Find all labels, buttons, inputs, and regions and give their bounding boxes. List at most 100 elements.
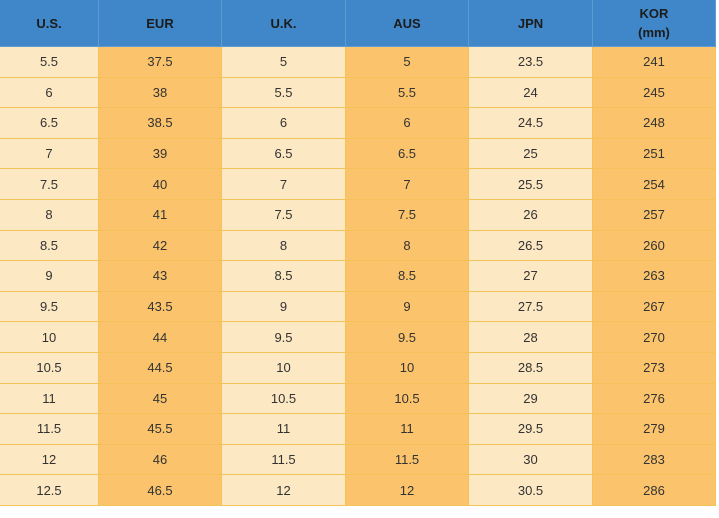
column-header: U.K. (222, 0, 346, 47)
table-cell: 7 (0, 138, 99, 170)
table-cell: 6.5 (346, 138, 469, 170)
table-cell: 8.5 (0, 230, 99, 262)
table-cell: 38.5 (99, 108, 222, 139)
table-cell: 11 (346, 414, 469, 445)
table-cell: 273 (593, 352, 716, 384)
table-cell: 263 (593, 261, 716, 292)
column-header: EUR (99, 0, 222, 47)
table-cell: 24 (469, 77, 593, 109)
table-cell: 254 (593, 169, 716, 200)
table-cell: 7.5 (0, 169, 99, 200)
table-cell: 29.5 (469, 414, 593, 445)
table-cell: 46 (99, 444, 222, 476)
table-cell: 38 (99, 77, 222, 109)
table-cell: 44.5 (99, 352, 222, 384)
table-cell: 12 (0, 444, 99, 476)
header-text: JPN (517, 15, 544, 31)
table-cell: 10.5 (222, 383, 346, 415)
table-cell: 23.5 (469, 47, 593, 78)
table-cell: 251 (593, 138, 716, 170)
table-cell: 241 (593, 47, 716, 78)
header-text: (mm) (638, 25, 670, 40)
header-text: U.S. (36, 15, 62, 31)
table-cell: 28 (469, 322, 593, 353)
table-cell: 43.5 (99, 291, 222, 323)
table-cell: 27 (469, 261, 593, 292)
table-cell: 37.5 (99, 47, 222, 78)
table-cell: 248 (593, 108, 716, 139)
table-cell: 41 (99, 199, 222, 231)
table-cell: 10.5 (346, 383, 469, 415)
table-cell: 276 (593, 383, 716, 415)
table-cell: 267 (593, 291, 716, 323)
table-cell: 9.5 (222, 322, 346, 353)
table-cell: 257 (593, 199, 716, 231)
table-cell: 270 (593, 322, 716, 353)
table-cell: 11 (222, 414, 346, 445)
table-cell: 283 (593, 444, 716, 476)
table-cell: 6.5 (222, 138, 346, 170)
table-cell: 30.5 (469, 475, 593, 506)
table-cell: 279 (593, 414, 716, 445)
table-cell: 25 (469, 138, 593, 170)
column-header: AUS (346, 0, 469, 47)
table-cell: 8.5 (346, 261, 469, 292)
table-cell: 260 (593, 230, 716, 262)
column-header: U.S. (0, 0, 99, 47)
table-cell: 40 (99, 169, 222, 200)
table-cell: 8 (0, 199, 99, 231)
table-cell: 5 (222, 47, 346, 78)
table-cell: 12.5 (0, 475, 99, 506)
table-cell: 11.5 (0, 414, 99, 445)
table-cell: 8 (222, 230, 346, 262)
table-cell: 5.5 (346, 77, 469, 109)
table-cell: 30 (469, 444, 593, 476)
table-cell: 8 (346, 230, 469, 262)
table-cell: 6 (0, 77, 99, 109)
table-cell: 10 (222, 352, 346, 384)
table-cell: 7.5 (222, 199, 346, 231)
table-cell: 27.5 (469, 291, 593, 323)
table-cell: 9 (0, 261, 99, 292)
column-header: KOR (mm) (593, 0, 716, 47)
table-cell: 10.5 (0, 352, 99, 384)
table-cell: 45 (99, 383, 222, 415)
table-cell: 8.5 (222, 261, 346, 292)
table-cell: 5.5 (222, 77, 346, 109)
table-cell: 25.5 (469, 169, 593, 200)
table-cell: 28.5 (469, 352, 593, 384)
table-cell: 46.5 (99, 475, 222, 506)
table-cell: 11.5 (346, 444, 469, 476)
table-cell: 26 (469, 199, 593, 231)
table-cell: 6 (346, 108, 469, 139)
table-cell: 6.5 (0, 108, 99, 139)
table-cell: 11.5 (222, 444, 346, 476)
table-cell: 43 (99, 261, 222, 292)
column-header: JPN (469, 0, 593, 47)
header-text: U.K. (270, 15, 297, 31)
table-cell: 5 (346, 47, 469, 78)
header-text: AUS (393, 15, 421, 31)
table-cell: 6 (222, 108, 346, 139)
table-cell: 9 (222, 291, 346, 323)
table-cell: 9 (346, 291, 469, 323)
table-cell: 7 (346, 169, 469, 200)
header-text: EUR (146, 15, 174, 31)
table-cell: 12 (346, 475, 469, 506)
size-table: U.S. EUR U.K. AUS JPN KOR (mm) 5.5 37.5 5 5 23.5 241… (0, 0, 716, 506)
table-cell: 245 (593, 77, 716, 109)
table-cell: 10 (0, 322, 99, 353)
table-cell: 5.5 (0, 47, 99, 78)
table-cell: 24.5 (469, 108, 593, 139)
table-cell: 29 (469, 383, 593, 415)
table-cell: 9.5 (0, 291, 99, 323)
table-cell: 9.5 (346, 322, 469, 353)
table-cell: 7 (222, 169, 346, 200)
table-cell: 12 (222, 475, 346, 506)
table-cell: 286 (593, 475, 716, 506)
table-cell: 26.5 (469, 230, 593, 262)
table-cell: 45.5 (99, 414, 222, 445)
table-cell: 39 (99, 138, 222, 170)
table-cell: 7.5 (346, 199, 469, 231)
